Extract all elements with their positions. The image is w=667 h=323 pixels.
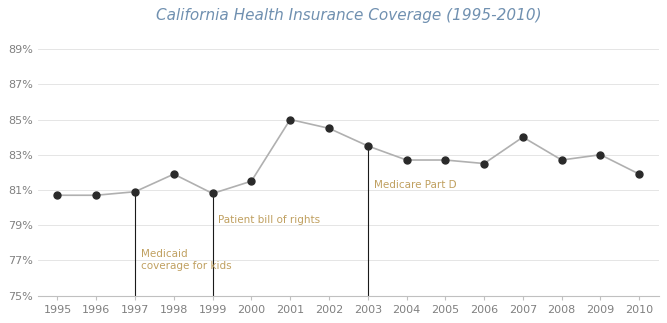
Text: Medicaid
coverage for kids: Medicaid coverage for kids: [141, 249, 231, 271]
Title: California Health Insurance Coverage (1995-2010): California Health Insurance Coverage (19…: [155, 8, 541, 23]
Text: Medicare Part D: Medicare Part D: [374, 180, 456, 190]
Text: Patient bill of rights: Patient bill of rights: [218, 215, 321, 225]
